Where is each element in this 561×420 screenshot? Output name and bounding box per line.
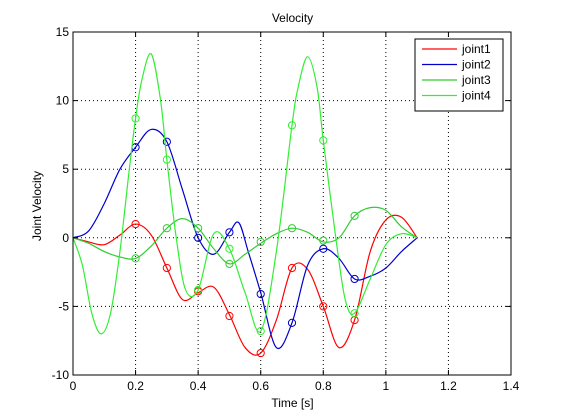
x-tick-label: 1.2 xyxy=(440,379,457,393)
y-tick-label: -10 xyxy=(52,368,70,382)
y-tick-label: -5 xyxy=(58,299,69,313)
y-tick-label: 15 xyxy=(56,25,70,39)
legend-label-joint2: joint2 xyxy=(461,58,491,72)
x-tick-label: 1 xyxy=(383,379,390,393)
legend-label-joint1: joint1 xyxy=(461,42,491,56)
legend-label-joint4: joint4 xyxy=(461,89,491,103)
x-tick-label: 0.8 xyxy=(315,379,332,393)
y-tick-label: 10 xyxy=(56,94,70,108)
x-tick-label: 0.2 xyxy=(127,379,144,393)
x-tick-label: 0.6 xyxy=(252,379,269,393)
y-tick-label: 0 xyxy=(62,231,69,245)
y-tick-label: 5 xyxy=(62,162,69,176)
x-tick-label: 0.4 xyxy=(190,379,207,393)
y-axis-label: Joint Velocity xyxy=(30,171,44,241)
x-tick-label: 1.4 xyxy=(503,379,520,393)
x-axis-label: Time [s] xyxy=(271,396,313,410)
legend-label-joint3: joint3 xyxy=(461,73,491,87)
x-tick-label: 0 xyxy=(70,379,77,393)
chart-title: Velocity xyxy=(272,11,313,25)
